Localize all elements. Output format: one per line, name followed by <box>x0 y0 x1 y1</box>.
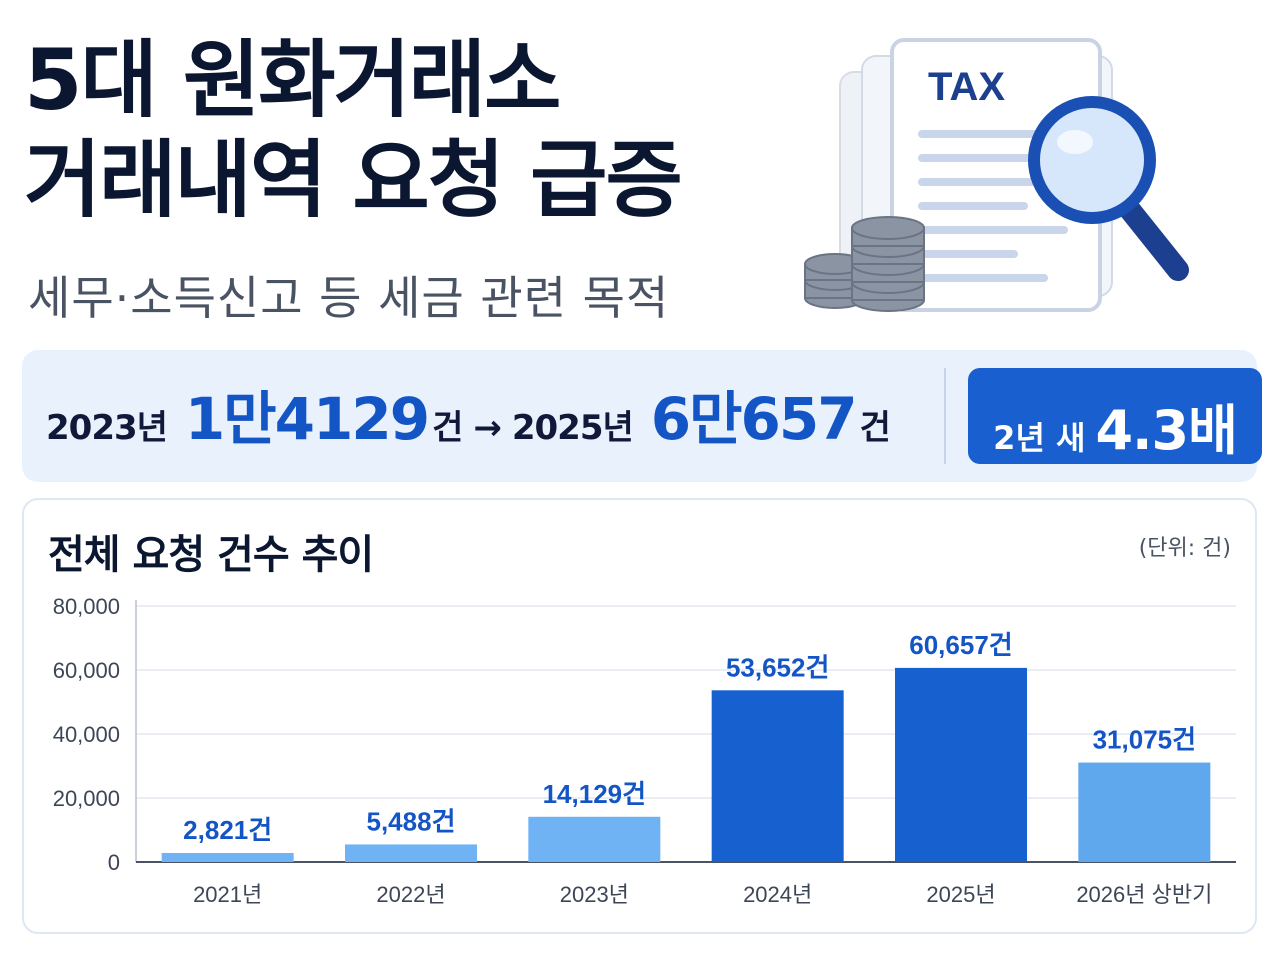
ratio-label: 2년 새 <box>993 419 1086 457</box>
bar-value-label: 5,488건 <box>367 806 456 836</box>
bar <box>161 852 294 862</box>
chart-title: 전체 요청 건수 추이 <box>48 532 374 578</box>
y-tick-label: 0 <box>108 850 120 875</box>
to-unit: 건 <box>859 408 891 448</box>
chart-unit-note: (단위: 건) <box>1138 536 1231 561</box>
bar-value-label: 53,652건 <box>726 652 829 682</box>
from-unit: 건 <box>432 408 464 448</box>
bar-value-label: 60,657건 <box>909 630 1012 660</box>
from-year: 2023년 <box>46 408 168 448</box>
title-line-1: 5대 원화거래소 <box>24 31 561 129</box>
chart-card: 전체 요청 건수 추이 (단위: 건) 0 20,000 40,000 60,000 8… <box>22 498 1257 934</box>
bar-value-label: 14,129건 <box>543 779 646 809</box>
bar <box>711 690 844 862</box>
from-value: 1만4129 <box>184 385 430 453</box>
x-tick-label: 2024년 <box>743 882 812 907</box>
tax-document-illustration: TAX <box>804 38 1189 312</box>
stat-line: 2023년 1만4129 건 → 2025년 6만657 건 <box>46 372 891 462</box>
ratio-badge: 2년 새 4.3배 <box>968 368 1262 464</box>
x-tick-label: 2023년 <box>560 882 629 907</box>
title-line-2: 거래내역 요청 급증 <box>24 131 683 229</box>
bar <box>345 844 477 862</box>
page-subtitle: 세무·소득신고 등 세금 관련 목적 <box>28 271 670 325</box>
to-value: 6만657 <box>650 385 858 453</box>
arrow-icon: → <box>473 408 502 448</box>
bar <box>895 667 1027 862</box>
y-tick-label: 40,000 <box>53 722 120 747</box>
y-tick-label: 60,000 <box>53 658 120 683</box>
y-tick-label: 80,000 <box>53 594 120 619</box>
bar <box>1078 762 1211 862</box>
stat-banner: 2023년 1만4129 건 → 2025년 6만657 건 2년 새 4.3배 <box>22 350 1262 482</box>
y-tick-label: 20,000 <box>53 786 120 811</box>
coins-icon <box>804 216 925 312</box>
x-tick-label: 2025년 <box>926 882 995 907</box>
tax-label: TAX <box>928 65 1005 109</box>
bar-value-label: 2,821건 <box>183 815 272 845</box>
page-title: 5대 원화거래소 거래내역 요청 급증 <box>24 30 683 230</box>
x-tick-label: 2022년 <box>376 882 445 907</box>
ratio-value: 4.3배 <box>1095 399 1237 462</box>
bar <box>528 816 661 862</box>
x-tick-label: 2021년 <box>193 882 262 907</box>
stat-divider <box>944 368 946 464</box>
bar-value-label: 31,075건 <box>1093 725 1196 755</box>
magnifier-icon <box>1028 96 1189 281</box>
x-tick-label: 2026년 상반기 <box>1076 882 1212 907</box>
to-year: 2025년 <box>511 408 634 448</box>
bar-chart: 0 20,000 40,000 60,000 80,000 2,821건 2021년 5,48… <box>53 594 1236 907</box>
